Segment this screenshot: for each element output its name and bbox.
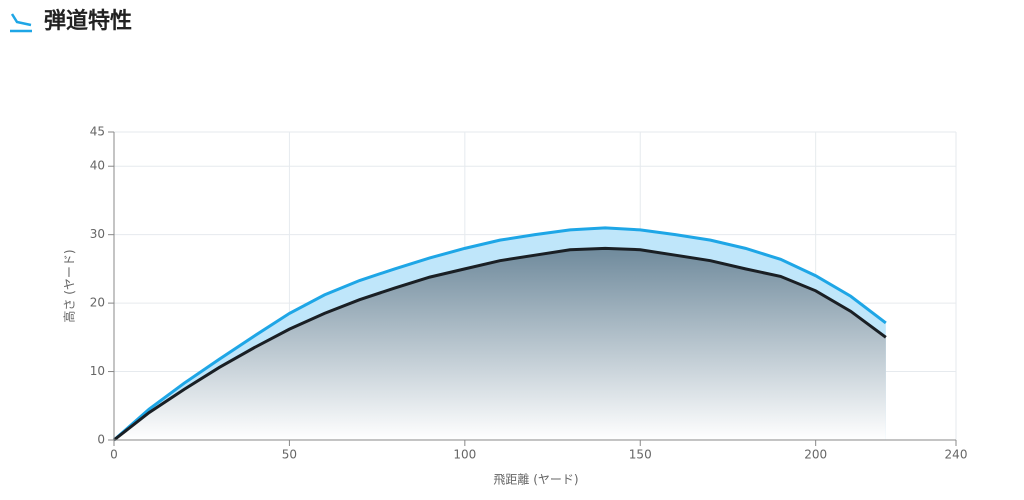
y-tick-label: 30 xyxy=(90,227,105,241)
x-tick-label: 240 xyxy=(945,448,968,462)
y-tick-label: 0 xyxy=(97,433,105,447)
y-tick-label: 40 xyxy=(90,159,105,173)
y-axis-label: 高さ (ヤード) xyxy=(62,249,77,322)
x-tick-label: 150 xyxy=(629,448,652,462)
line xyxy=(113,226,887,442)
x-tick-label: 200 xyxy=(804,448,827,462)
area-fill xyxy=(114,248,886,440)
x-tick-label: 0 xyxy=(110,448,118,462)
y-tick-label: 10 xyxy=(90,364,105,378)
y-tick-label: 45 xyxy=(90,125,105,139)
y-tick-label: 20 xyxy=(90,296,105,310)
x-tick-label: 50 xyxy=(282,448,297,462)
x-axis-label: 飛距離 (ヤード) xyxy=(493,473,578,487)
title-icon xyxy=(10,13,32,33)
line xyxy=(113,246,887,442)
chart-title: 弾道特性 xyxy=(44,8,132,34)
x-tick-label: 100 xyxy=(453,448,476,462)
